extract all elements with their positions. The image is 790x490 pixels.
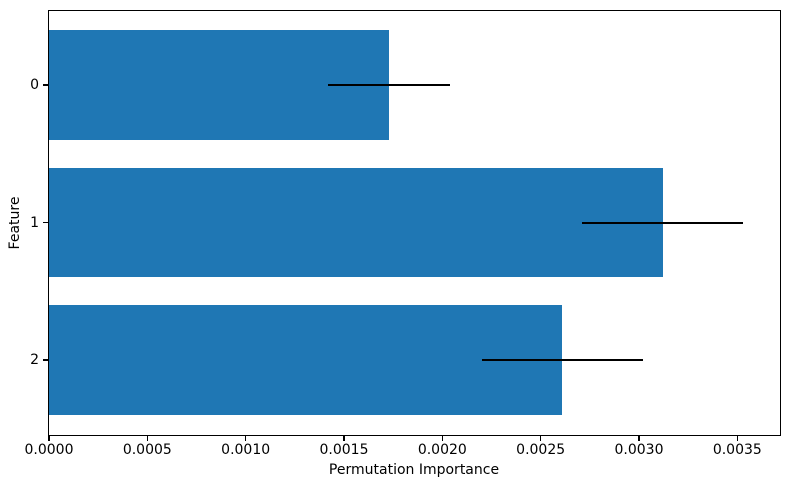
x-tick-label: 0.0030 (614, 442, 664, 458)
x-tick-label: 0.0000 (24, 442, 74, 458)
x-tick-mark (736, 436, 738, 441)
error-bar-feature-1 (581, 221, 744, 224)
y-tick-mark (43, 359, 48, 361)
bar-feature-2 (49, 304, 563, 415)
x-tick-mark (441, 436, 444, 441)
y-tick-mark (43, 221, 48, 224)
x-tick-mark (343, 436, 345, 441)
y-axis-label: Feature (7, 196, 23, 250)
plot-area (48, 10, 781, 436)
x-tick-mark (146, 436, 149, 441)
x-tick-label: 0.0015 (319, 442, 369, 458)
x-tick-label: 0.0025 (516, 442, 566, 458)
y-tick-label: 0 (30, 77, 39, 94)
error-bar-feature-2 (481, 358, 643, 361)
x-tick-mark (48, 436, 50, 441)
bar-feature-1 (49, 167, 663, 278)
x-tick-mark (244, 436, 247, 441)
error-bar-feature-0 (328, 84, 451, 87)
y-tick-label: 1 (30, 214, 39, 231)
x-tick-label: 0.0035 (712, 442, 762, 458)
x-tick-mark (539, 436, 542, 441)
x-tick-mark (638, 436, 640, 441)
x-axis-label: Permutation Importance (328, 462, 500, 478)
x-tick-label: 0.0010 (221, 442, 271, 458)
y-tick-label: 2 (30, 351, 39, 368)
x-tick-label: 0.0020 (417, 442, 467, 458)
y-tick-mark (43, 84, 48, 86)
x-tick-label: 0.0005 (122, 442, 172, 458)
